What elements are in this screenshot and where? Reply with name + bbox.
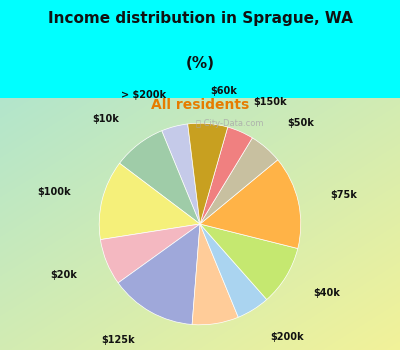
Wedge shape [200, 138, 278, 224]
Wedge shape [192, 224, 238, 325]
Wedge shape [100, 224, 200, 283]
Wedge shape [200, 127, 252, 224]
Wedge shape [99, 163, 200, 240]
Text: $60k: $60k [210, 86, 237, 96]
Wedge shape [200, 160, 301, 248]
Text: $50k: $50k [287, 118, 314, 128]
Wedge shape [120, 131, 200, 224]
Text: $150k: $150k [253, 97, 287, 107]
Wedge shape [200, 224, 298, 300]
Text: > $200k: > $200k [121, 90, 166, 100]
Text: All residents: All residents [151, 98, 249, 112]
Text: (%): (%) [186, 56, 214, 71]
Text: $75k: $75k [330, 190, 357, 200]
Wedge shape [188, 123, 228, 224]
Text: Income distribution in Sprague, WA: Income distribution in Sprague, WA [48, 10, 352, 26]
Wedge shape [118, 224, 200, 324]
Text: $100k: $100k [37, 187, 71, 197]
Wedge shape [200, 224, 267, 317]
Text: $40k: $40k [314, 288, 340, 298]
Text: $10k: $10k [92, 114, 119, 124]
Text: $20k: $20k [50, 270, 77, 280]
Text: ⓘ City-Data.com: ⓘ City-Data.com [196, 119, 264, 128]
Text: $125k: $125k [101, 335, 135, 345]
Wedge shape [162, 124, 200, 224]
Text: $200k: $200k [270, 332, 304, 342]
